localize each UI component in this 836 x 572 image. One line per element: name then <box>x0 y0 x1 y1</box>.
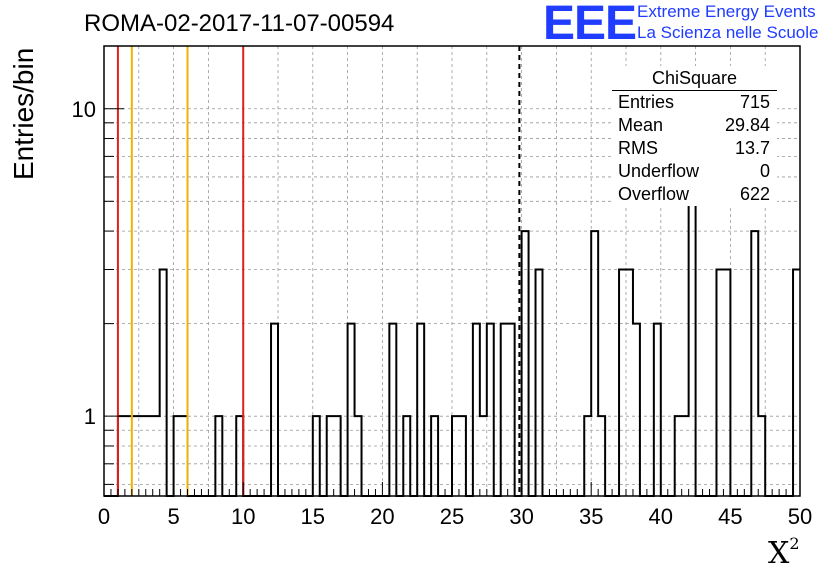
x-axis-label: X2 <box>768 534 800 571</box>
eee-logo: EEE <box>543 0 637 50</box>
histogram-bin <box>389 324 396 496</box>
histogram-bin <box>619 269 626 496</box>
histogram-bin <box>584 416 591 496</box>
histogram-bin <box>181 416 188 496</box>
x-tick-label: 15 <box>301 504 325 529</box>
histogram-bin <box>522 231 529 496</box>
histogram-bin <box>431 416 438 496</box>
histogram-bin <box>751 231 758 496</box>
histogram-bin <box>334 416 341 496</box>
y-axis-label: Entries/bin <box>8 47 39 180</box>
x-tick-label: 10 <box>231 504 255 529</box>
stats-key: Mean <box>618 115 664 135</box>
histogram-bin <box>793 269 800 496</box>
histogram-bin <box>591 231 598 496</box>
x-tick-label: 5 <box>167 504 179 529</box>
histogram-bin <box>508 324 515 496</box>
stats-box: ChiSquare Entries 715 Mean 29.84 RMS 13.… <box>612 66 777 206</box>
histogram-bin <box>236 416 243 496</box>
histogram-bin <box>118 416 125 496</box>
histogram-bin <box>452 416 459 496</box>
histogram-bin <box>348 324 355 496</box>
histogram-bin <box>626 269 633 496</box>
histogram-bin <box>536 269 543 496</box>
histogram-bin <box>271 324 278 496</box>
stats-key: RMS <box>618 138 658 158</box>
stats-value: 622 <box>739 184 770 204</box>
x-tick-label: 0 <box>98 504 110 529</box>
histogram-bin <box>313 416 320 496</box>
x-tick-label: 35 <box>579 504 603 529</box>
stats-row-entries: Entries 715 <box>618 92 770 114</box>
histogram-bin <box>403 416 410 496</box>
histogram-bin <box>633 324 640 496</box>
histogram-bin <box>160 269 167 496</box>
histogram-bin <box>132 416 139 496</box>
histogram-bin <box>139 416 146 496</box>
histogram-bin <box>473 324 480 496</box>
histogram-bin <box>598 416 605 496</box>
stats-row-mean: Mean 29.84 <box>618 115 770 137</box>
histogram-bin <box>480 416 487 496</box>
logo-tagline-1: Extreme Energy Events <box>637 2 816 21</box>
histogram-bin <box>654 324 661 496</box>
y-tick-label: 10 <box>72 97 96 122</box>
stats-key: Entries <box>618 92 675 112</box>
histogram-bin <box>153 416 160 496</box>
histogram-bin <box>675 416 682 496</box>
chart-title: ROMA-02-2017-11-07-00594 <box>84 10 395 37</box>
stats-title: ChiSquare <box>651 68 738 88</box>
x-tick-label: 25 <box>440 504 464 529</box>
histogram-bin <box>723 269 730 496</box>
x-tick-label: 30 <box>509 504 533 529</box>
histogram-bin <box>501 324 508 496</box>
stats-value: 13.7 <box>734 138 770 158</box>
histogram-bin <box>355 416 362 496</box>
x-tick-label: 50 <box>788 504 812 529</box>
histogram-bin <box>758 416 765 496</box>
histogram-bin <box>125 416 132 496</box>
histogram-bin <box>487 324 494 496</box>
stats-key: Underflow <box>618 161 700 181</box>
histogram-bin <box>327 416 334 496</box>
histogram-bin <box>716 269 723 496</box>
histogram-bin <box>146 416 153 496</box>
stats-row-overflow: Overflow 622 <box>618 184 770 206</box>
stats-divider <box>612 90 777 91</box>
x-tick-label: 45 <box>718 504 742 529</box>
stats-value: 29.84 <box>724 115 770 135</box>
histogram-bin <box>459 416 466 496</box>
x-tick-label: 40 <box>649 504 673 529</box>
histogram-bin <box>215 416 222 496</box>
stats-key: Overflow <box>618 184 690 204</box>
stats-value: 715 <box>739 92 770 112</box>
histogram-bin <box>682 416 689 496</box>
logo-tagline-2: La Scienza nelle Scuole <box>637 23 819 42</box>
stats-value: 0 <box>759 161 770 181</box>
stats-row-underflow: Underflow 0 <box>618 161 770 183</box>
histogram-bin <box>417 324 424 496</box>
y-tick-label: 1 <box>84 404 96 429</box>
histogram-bin <box>174 416 181 496</box>
x-tick-label: 20 <box>370 504 394 529</box>
stats-row-rms: RMS 13.7 <box>618 138 770 160</box>
